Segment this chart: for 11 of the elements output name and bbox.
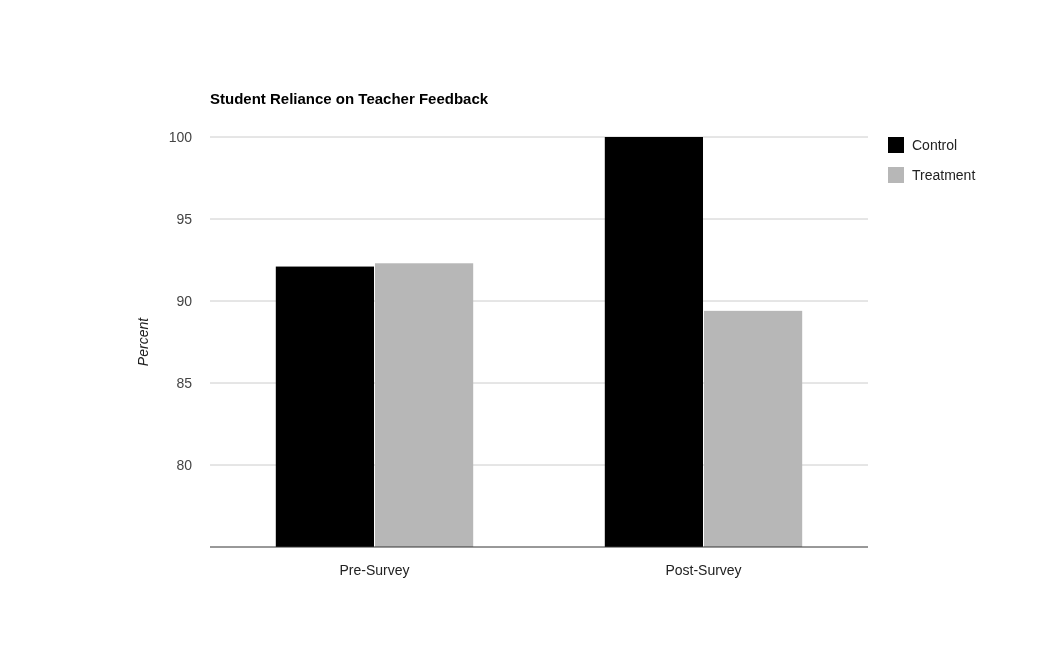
x-tick-label: Post-Survey (665, 562, 742, 578)
y-tick-label: 85 (176, 374, 193, 391)
y-axis-title: Percent (135, 316, 151, 367)
legend-label: Control (912, 136, 958, 153)
y-tick-label: 80 (176, 456, 193, 473)
legend-label: Treatment (912, 166, 976, 183)
y-tick-label: 95 (176, 210, 193, 227)
chart-title: Student Reliance on Teacher Feedback (210, 90, 489, 107)
x-tick-label: Pre-Survey (339, 562, 410, 578)
y-tick-label: 90 (176, 292, 193, 309)
y-tick-label: 100 (168, 128, 193, 145)
